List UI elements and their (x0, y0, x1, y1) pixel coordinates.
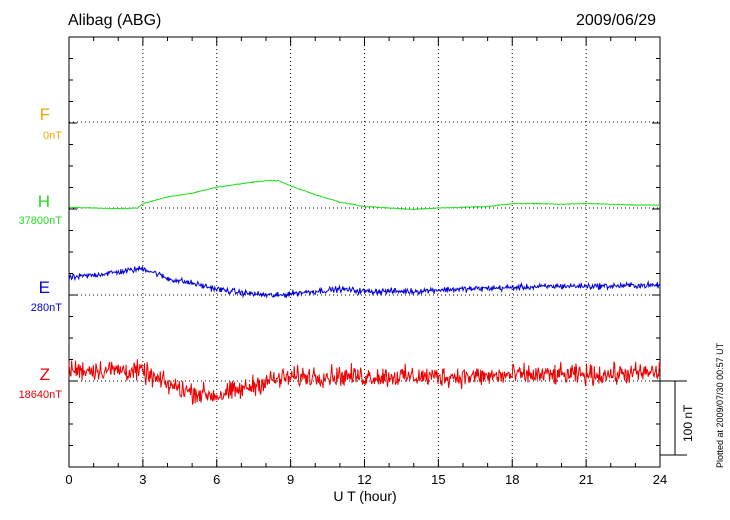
label-Z: Z (39, 365, 50, 384)
baseline-E: 280nT (30, 302, 62, 314)
label-E: E (38, 278, 50, 297)
label-H: H (37, 192, 50, 211)
x-tick-label: 21 (578, 472, 594, 487)
series-line-Z (68, 359, 661, 406)
series-line-E (68, 265, 661, 299)
plotted-note: Plotted at 2009/07/30 00:57 UT (715, 342, 725, 468)
x-tick-label: 6 (213, 472, 221, 487)
series-line-H (68, 179, 661, 211)
x-tick-label: 18 (505, 472, 520, 487)
x-tick-label: 15 (431, 472, 446, 487)
baseline-F: 0nT (43, 130, 62, 142)
x-tick-label: 12 (357, 472, 372, 487)
x-tick-label: 3 (139, 472, 147, 487)
x-axis-label: U T (hour) (333, 488, 397, 504)
scale-bar-label: 100 nT (681, 404, 695, 442)
baseline-H: 37800nT (18, 215, 62, 227)
x-tick-label: 9 (287, 472, 295, 487)
x-tick-label: 0 (65, 472, 73, 487)
date-title: 2009/06/29 (576, 12, 657, 29)
station-title: Alibag (ABG) (68, 12, 162, 29)
baseline-Z: 18640nT (18, 389, 62, 401)
label-F: F (39, 105, 50, 124)
x-tick-label: 24 (652, 472, 668, 487)
